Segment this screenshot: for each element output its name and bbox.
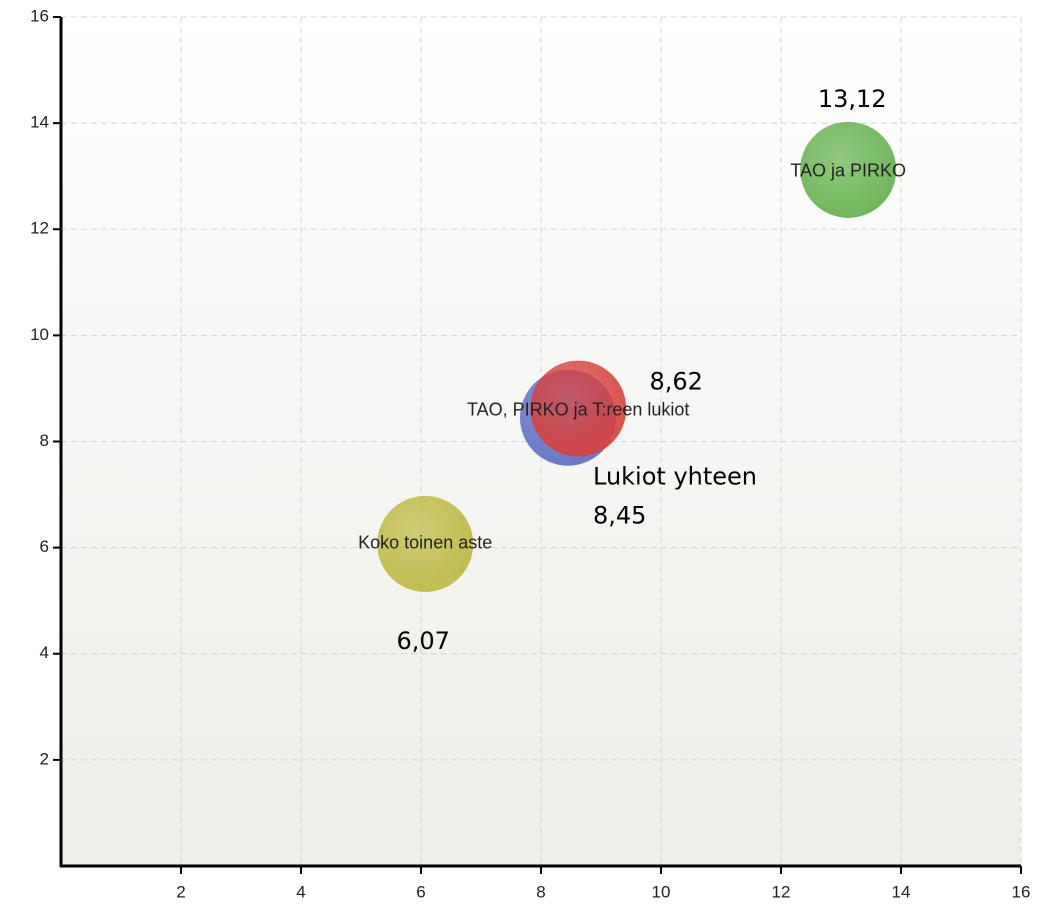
bubble-label: Lukiot yhteen bbox=[593, 463, 757, 491]
bubble-label: TAO, PIRKO ja T:reen lukiot bbox=[467, 399, 689, 419]
bubble-label: Koko toinen aste bbox=[358, 533, 492, 553]
x-tick-label: 14 bbox=[892, 882, 911, 901]
y-tick-label: 4 bbox=[40, 643, 49, 662]
data-label: 6,07 bbox=[396, 627, 449, 655]
x-tick-label: 10 bbox=[652, 882, 671, 901]
x-tick-label: 6 bbox=[416, 882, 425, 901]
bubble bbox=[377, 495, 474, 592]
y-tick-label: 14 bbox=[30, 113, 49, 132]
y-tick-label: 12 bbox=[30, 219, 49, 238]
x-tick-label: 12 bbox=[772, 882, 791, 901]
y-tick-label: 10 bbox=[30, 325, 49, 344]
bubble bbox=[530, 360, 627, 457]
x-tick-label: 2 bbox=[176, 882, 185, 901]
y-tick-label: 8 bbox=[40, 431, 49, 450]
data-label: 8,45 bbox=[593, 502, 646, 530]
x-tick-label: 4 bbox=[296, 882, 305, 901]
data-label: 8,62 bbox=[649, 368, 702, 396]
data-label: 13,12 bbox=[818, 85, 887, 113]
y-tick-label: 16 bbox=[30, 6, 49, 25]
x-tick-label: 8 bbox=[536, 882, 545, 901]
y-tick-label: 2 bbox=[40, 749, 49, 768]
y-tick-label: 6 bbox=[40, 537, 49, 556]
x-tick-label: 16 bbox=[1012, 882, 1031, 901]
bubble bbox=[800, 121, 897, 218]
bubble-label: TAO ja PIRKO bbox=[790, 161, 906, 181]
